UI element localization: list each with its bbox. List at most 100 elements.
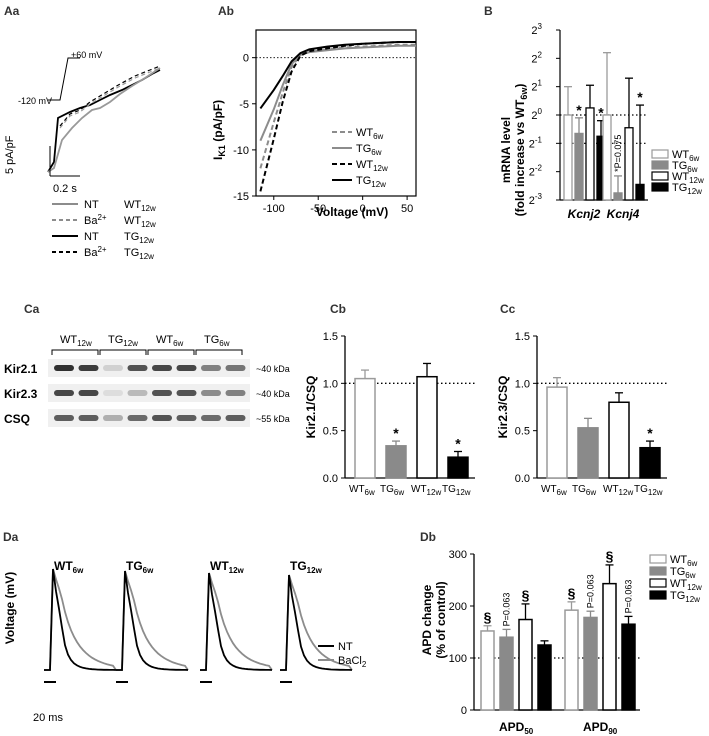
b-category-label: Kcnj2 <box>568 207 601 221</box>
ca-band <box>78 415 99 421</box>
ca-group-label: WT6w <box>156 334 184 348</box>
ca-band <box>54 415 74 421</box>
db-legend-label: TG12w <box>670 590 700 604</box>
da-trace-label: TG12w <box>290 559 323 575</box>
aa-legend-label: Ba2+ WT12w <box>84 213 156 229</box>
da-trace-label: WT6w <box>54 559 84 575</box>
db-sig-mark: § <box>568 585 576 601</box>
da-ap-trace <box>280 574 353 671</box>
da-ap-trace <box>116 570 189 671</box>
ca-kda-label: ~40 kDa <box>256 364 290 374</box>
ab-xtick-label: 50 <box>401 203 413 215</box>
cb-bar <box>354 377 376 479</box>
ab-ylabel: IK1 (pA/pF) <box>211 100 227 160</box>
ca-band <box>225 365 246 371</box>
cb-ytick-label: 0.5 <box>323 426 338 438</box>
ab-ytick-label: -10 <box>233 145 249 157</box>
cb-ytick-label: 1.0 <box>323 378 338 390</box>
cc-xtick-label: TG12w <box>634 484 663 497</box>
da-ap-trace <box>200 572 273 671</box>
db-legend-swatch <box>649 578 667 588</box>
ca-band <box>152 365 172 371</box>
ca-band <box>176 390 197 396</box>
da-trace-label: TG6w <box>126 559 154 575</box>
cc-xtick-label: WT6w <box>541 484 567 497</box>
b-sig-mark: * <box>576 102 582 118</box>
trace-tg12w-ba <box>59 65 161 127</box>
b-bar <box>563 114 573 201</box>
ab-legend-label: TG12w <box>356 175 386 189</box>
b-sig-mark: * <box>598 105 604 121</box>
cb-xtick-label: TG6w <box>380 484 404 497</box>
cc-xtick-label: TG6w <box>572 484 596 497</box>
db-legend-swatch <box>649 590 667 600</box>
db-bar <box>499 636 514 711</box>
cc-ytick-label: 1.0 <box>515 378 530 390</box>
cc-bar <box>608 401 630 479</box>
ab-xtick-label: 0 <box>360 203 366 215</box>
db-legend-swatch <box>649 566 667 576</box>
panel-cb: 0.0 0.5 1.0 1.5 WT6w TG6w WT12w TG12w * * Kir2.1/C… <box>304 331 475 497</box>
b-legend-label: TG6w <box>672 160 698 174</box>
db-bar <box>564 609 579 711</box>
ca-band <box>78 390 99 396</box>
ca-band <box>201 390 221 396</box>
b-legend-swatch <box>651 149 669 159</box>
da-ap-trace <box>200 572 273 671</box>
b-ytick-label: 2-2 <box>529 164 543 179</box>
b-legend-label: WT12w <box>672 171 704 185</box>
db-legend-label: WT6w <box>670 554 698 568</box>
b-legend-swatch <box>651 182 669 192</box>
ab-legend-label: WT12w <box>356 159 388 173</box>
b-legend-label: TG12w <box>672 182 702 196</box>
ab-legend-label: TG6w <box>356 143 382 157</box>
db-bar <box>480 630 495 711</box>
scalebar-x-label: 0.2 s <box>53 183 77 195</box>
cb-sig-mark: * <box>455 435 461 451</box>
ca-group-bracket <box>147 349 195 355</box>
da-ap-trace <box>44 568 117 671</box>
ca-band <box>54 390 74 396</box>
cc-ytick-label: 0.5 <box>515 426 530 438</box>
panel-ca-blot: WT12w TG12w WT6w TG6w Kir2.1 ~40 kDa Kir2.3 ~40… <box>4 334 290 427</box>
ca-band <box>176 365 197 371</box>
b-bar <box>624 127 634 201</box>
ca-row-label: Kir2.3 <box>4 387 38 401</box>
panel-label-db: Db <box>420 530 436 544</box>
cb-xtick-label: WT12w <box>411 484 441 497</box>
b-legend-label: WT6w <box>672 149 700 163</box>
ab-frame <box>255 29 417 197</box>
ca-band <box>54 365 74 371</box>
panel-b: 23 22 21 20 2-1 2-2 2-3 Kcnj2 Kcnj4 * * *P=0.075 * WT… <box>499 22 704 221</box>
b-pvalue-label: *P=0.075 <box>613 135 623 172</box>
cb-ytick-label: 1.5 <box>323 331 338 343</box>
ca-blot-background <box>48 384 250 402</box>
trace-tg12w-nt <box>47 69 161 173</box>
protocol-high-label: +60 mV <box>71 50 102 60</box>
ca-group-bracket <box>99 349 147 355</box>
db-category-label: APD90 <box>583 720 618 736</box>
protocol-low-label: -120 mV <box>18 96 52 106</box>
ca-band <box>103 415 123 421</box>
ca-group-bracket <box>51 349 99 355</box>
b-legend-swatch <box>651 171 669 181</box>
panel-aa: +60 mV -120 mV 5 pA/pF 0.2 s NT WT12wBa2+… <box>4 50 161 261</box>
cc-ytick-label: 0.0 <box>515 473 530 485</box>
trace-wt12w-ba <box>59 67 161 129</box>
ca-band <box>152 415 172 421</box>
b-ylabel-line2: (fold increase vs WT6w) <box>513 84 529 217</box>
cc-bar <box>639 446 661 479</box>
ab-series-line <box>259 44 416 142</box>
panel-ab: -100 -50 0 50 0 -5 -10 -15 WT6w TG6w WT12w TG12w V… <box>211 29 417 219</box>
ca-band <box>152 390 172 396</box>
db-bar <box>583 616 598 711</box>
ca-band <box>127 415 148 421</box>
cb-ytick-label: 0.0 <box>323 473 338 485</box>
ca-band <box>127 390 148 396</box>
da-trace-label: WT12w <box>210 559 245 575</box>
da-ap-trace <box>44 568 117 671</box>
ca-group-label: TG12w <box>108 334 138 348</box>
ca-group-bracket <box>195 349 243 355</box>
